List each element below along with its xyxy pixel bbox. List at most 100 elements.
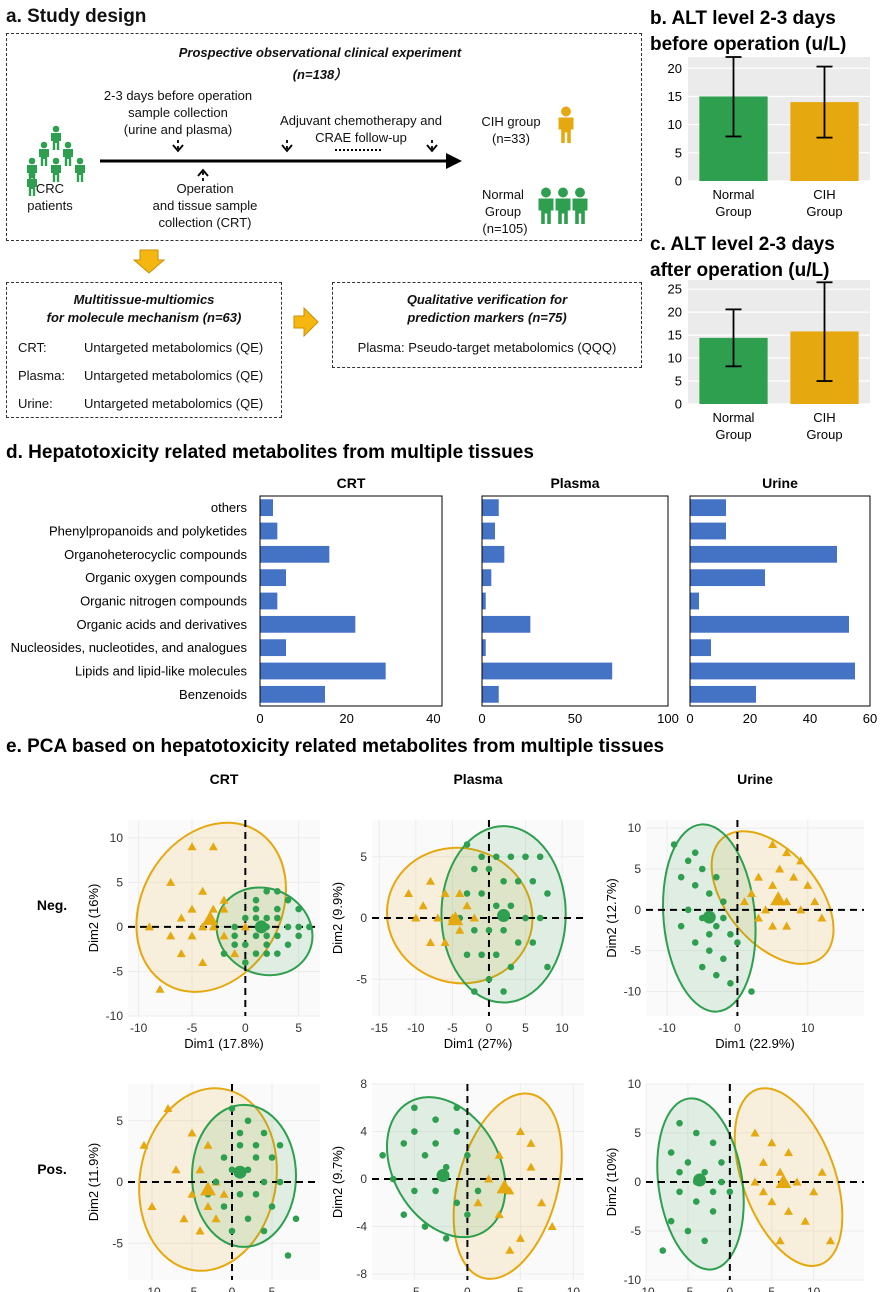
normal-point bbox=[432, 1140, 439, 1147]
cih-point bbox=[187, 904, 197, 913]
normal-point bbox=[544, 963, 551, 971]
chart-b-title: before operation (u/L) bbox=[650, 34, 846, 55]
multiomics-box bbox=[6, 282, 282, 418]
cih-point bbox=[484, 1174, 494, 1183]
cih-point bbox=[171, 1165, 181, 1174]
bar-crt bbox=[260, 685, 325, 703]
panel-title-plasma: Plasma bbox=[550, 475, 599, 491]
cih-point bbox=[515, 1233, 525, 1242]
normal-point bbox=[684, 857, 692, 865]
normal-point bbox=[705, 890, 713, 897]
normal-point bbox=[471, 865, 478, 873]
normal-point bbox=[478, 853, 485, 861]
column-title-crt: CRT bbox=[210, 771, 239, 787]
normal-point bbox=[691, 882, 699, 889]
bar-urine bbox=[690, 545, 837, 563]
cih-point bbox=[775, 1236, 785, 1245]
normal-point bbox=[701, 1168, 708, 1176]
x-tick-label: 40 bbox=[426, 711, 440, 726]
y-tick-label: 0 bbox=[675, 397, 682, 412]
normal-point bbox=[713, 922, 720, 930]
bar-crt bbox=[260, 592, 278, 610]
normal-point bbox=[242, 959, 249, 966]
y-axis-label: Dim2 (11.9%) bbox=[86, 1143, 101, 1222]
cih-point bbox=[139, 1140, 149, 1149]
normal-point bbox=[529, 877, 537, 885]
step-before-line1: 2-3 days before operation bbox=[103, 88, 253, 103]
bar-urine bbox=[690, 592, 699, 610]
cih-point bbox=[803, 880, 813, 889]
cih-point bbox=[433, 913, 443, 922]
chart-d-title: d. Hepatotoxicity related metabolites fr… bbox=[6, 442, 534, 463]
normal-point bbox=[411, 1104, 418, 1112]
normal-point bbox=[284, 923, 292, 931]
step-operation-line1: Operation bbox=[176, 181, 234, 196]
y-axis-label: Dim2 (9.7%) bbox=[330, 1146, 345, 1218]
column-title-plasma: Plasma bbox=[453, 771, 502, 787]
normal-point bbox=[507, 902, 515, 910]
cih-point bbox=[739, 897, 749, 906]
normal-point bbox=[691, 849, 699, 856]
cih-point bbox=[526, 1138, 536, 1147]
cih-point bbox=[767, 1197, 777, 1206]
normal-point bbox=[684, 1159, 692, 1166]
normal-point bbox=[263, 887, 270, 895]
normal-point bbox=[263, 950, 270, 957]
y-axis-label: Dim2 (16%) bbox=[86, 884, 101, 953]
cih-point bbox=[817, 913, 827, 922]
normal-point bbox=[492, 902, 500, 910]
normal-point bbox=[236, 1141, 244, 1149]
cih-point bbox=[817, 1167, 827, 1176]
normal-point bbox=[220, 950, 228, 957]
cih-centroid bbox=[447, 911, 464, 926]
normal-point bbox=[720, 898, 727, 905]
bar-crt bbox=[260, 639, 286, 657]
normal-point bbox=[274, 914, 281, 922]
multiomics-title-line1: Multitissue-multiomics bbox=[73, 292, 215, 307]
y-axis-label: Dim2 (10%) bbox=[604, 1148, 619, 1217]
x-tick-label: 20 bbox=[743, 711, 757, 726]
normal-point bbox=[268, 1154, 276, 1161]
y-tick-label: 20 bbox=[668, 305, 682, 320]
y-axis-label: Dim2 (9.9%) bbox=[330, 882, 345, 954]
normal-point bbox=[500, 988, 507, 995]
normal-point bbox=[276, 1178, 284, 1186]
normal-point bbox=[295, 923, 302, 931]
bar-plasma bbox=[482, 545, 505, 563]
y-tick-label: 10 bbox=[628, 821, 642, 835]
normal-point bbox=[231, 941, 238, 949]
normal-point bbox=[260, 1227, 268, 1235]
bar-crt bbox=[260, 569, 286, 587]
cih-point bbox=[768, 880, 778, 889]
normal-point bbox=[677, 873, 685, 881]
normal-point bbox=[500, 926, 507, 934]
cih-point bbox=[230, 949, 240, 958]
normal-point bbox=[252, 932, 260, 940]
normal-point bbox=[421, 1151, 429, 1159]
cih-point bbox=[515, 1127, 525, 1136]
normal-point bbox=[471, 988, 478, 995]
cih-point bbox=[767, 1138, 777, 1147]
y-tick-label: -10 bbox=[106, 1009, 124, 1023]
pca-panel-crt-neg: -10 -5 0 5 -10 -5 0 5 10 Dim1 (17.8%) Dim2 (16%) bbox=[86, 820, 320, 1051]
cih-point bbox=[809, 1187, 819, 1196]
bar-urine bbox=[690, 662, 855, 680]
normal-point bbox=[492, 853, 500, 861]
normal-point bbox=[720, 914, 727, 922]
bar-urine bbox=[690, 569, 765, 587]
cih-point bbox=[203, 1140, 213, 1149]
chart-c-alt-after: c. ALT level 2-3 days after operation (u/… bbox=[650, 234, 870, 442]
x-tick-label: 5 bbox=[517, 1285, 524, 1292]
bar-plasma bbox=[482, 685, 499, 703]
x-tick-label: 100 bbox=[657, 711, 679, 726]
normal-point bbox=[260, 1129, 268, 1137]
cih-point bbox=[455, 925, 465, 934]
cih-point bbox=[462, 901, 472, 910]
normal-point bbox=[693, 1198, 700, 1205]
normal-point bbox=[263, 932, 270, 940]
x-tick-label: 5 bbox=[522, 1021, 529, 1035]
cih-point bbox=[198, 886, 208, 895]
normal-point bbox=[536, 914, 544, 922]
y-tick-label: 25 bbox=[668, 282, 682, 297]
